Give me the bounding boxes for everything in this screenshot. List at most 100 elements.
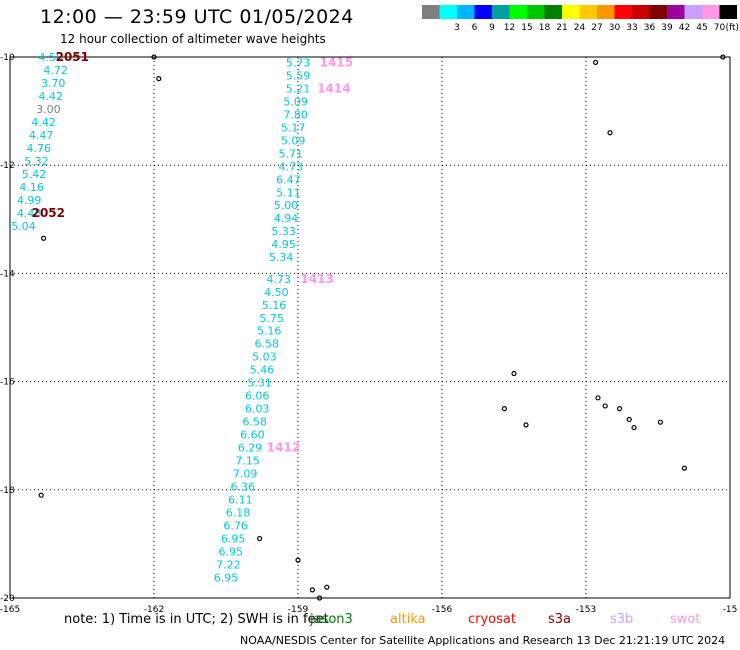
wave-height-label: 5.04: [11, 220, 36, 233]
island-outline: [38, 492, 44, 498]
wave-height-label: 4.48: [17, 207, 42, 220]
satellite-swot: swot: [670, 612, 701, 627]
pass-number-label: 1413: [300, 272, 333, 286]
legend-tick-label: 33: [626, 23, 637, 33]
island-outline: [511, 370, 517, 377]
wave-height-label: 5.09: [281, 134, 306, 147]
wave-height-label: 4.16: [19, 181, 44, 194]
wave-height-label: 4.94: [274, 212, 299, 225]
lon-tick-label: -162: [144, 605, 164, 615]
wave-height-label: 5.11: [276, 186, 301, 199]
wave-height-label: 5.17: [281, 121, 306, 134]
wave-height-label: 7.15: [235, 455, 260, 468]
legend-tick-label: 9: [489, 23, 495, 33]
lon-tick-label: -165: [0, 605, 20, 615]
wave-height-label: 4.99: [17, 194, 42, 207]
island-outline: [631, 424, 637, 431]
legend-unit: (ft): [725, 23, 739, 33]
wave-height-label: 3.70: [41, 77, 66, 90]
legend-swatch: [649, 5, 667, 19]
legend-swatch: [702, 5, 720, 19]
legend-swatch: [597, 5, 615, 19]
wave-height-label: 6.36: [231, 481, 256, 494]
wave-height-label: 5.31: [247, 377, 272, 390]
wave-height-label: 4.73: [279, 160, 304, 173]
map-title: 12:00 — 23:59 UTC 01/05/2024: [40, 6, 354, 28]
wave-height-label: 5.09: [283, 95, 308, 108]
legend-tick-label: 3: [454, 23, 460, 33]
wave-height-label: 6.18: [226, 507, 251, 520]
legend-swatch: [474, 5, 492, 19]
satellite-s3a: s3a: [548, 612, 572, 627]
legend-swatch: [667, 5, 685, 19]
island-outline: [602, 403, 608, 409]
wave-height-label: 3.00: [36, 103, 61, 116]
wave-height-label: 6.95: [219, 545, 244, 558]
island-outline: [592, 59, 599, 66]
wave-height-label: 4.95: [271, 238, 296, 251]
island-outline: [309, 587, 315, 593]
wave-height-label: 6.95: [221, 532, 246, 545]
satellite-altika: altika: [390, 612, 426, 627]
wave-height-label: 7.80: [283, 108, 308, 121]
lon-tick-label: -156: [432, 605, 453, 615]
credit-line: NOAA/NESDIS Center for Satellite Applica…: [240, 634, 726, 647]
wave-height-label: 5.32: [24, 155, 49, 168]
wave-height-label: 4.72: [43, 64, 68, 77]
pass-number-label: 2052: [32, 206, 65, 220]
island-outline: [317, 595, 323, 601]
wave-height-label: 6.60: [240, 429, 265, 442]
wave-height-label: 5.03: [252, 351, 277, 364]
wave-height-label: 5.21: [286, 82, 311, 95]
legend-tick-label: 70: [714, 23, 726, 33]
legend-tick-label: 39: [661, 23, 673, 33]
legend-swatch: [509, 5, 527, 19]
pass-number-label: 1412: [267, 441, 300, 455]
legend-tick-label: 15: [521, 23, 532, 33]
pass-number-label: 1415: [320, 55, 353, 69]
island-outline: [523, 422, 529, 428]
island-outline: [595, 395, 601, 401]
island-outline: [616, 406, 623, 412]
island-outline: [626, 416, 632, 423]
legend-tick-label: 24: [574, 23, 586, 33]
island-outline: [40, 235, 47, 241]
wave-height-label: 5.71: [279, 147, 304, 160]
legend-tick-label: 12: [504, 23, 515, 33]
island-outline: [156, 76, 162, 82]
lat-tick-label: -18: [0, 486, 15, 496]
wave-height-label: 4.58: [39, 51, 64, 64]
legend-swatch: [527, 5, 545, 19]
legend-swatch: [684, 5, 702, 19]
wave-height-label: 5.73: [286, 56, 311, 69]
wave-height-label: 5.34: [269, 251, 294, 264]
wave-height-label: 7.22: [216, 558, 241, 571]
wave-height-label: 6.76: [223, 520, 248, 533]
wave-height-label: 6.06: [245, 390, 270, 403]
map-frame: [9, 56, 731, 599]
footer-note: note: 1) Time is in UTC; 2) SWH is in fe…: [64, 612, 329, 627]
legend-tick-label: 27: [591, 23, 602, 33]
wave-height-label: 5.42: [22, 168, 47, 181]
wave-height-label: 6.29: [238, 442, 263, 455]
wave-height-label: 5.46: [250, 364, 275, 377]
legend-swatch: [492, 5, 510, 19]
island-outline: [607, 130, 613, 136]
lat-tick-label: -20: [0, 594, 15, 604]
wave-height-label: 5.16: [257, 325, 282, 338]
lon-tick-label: -15: [723, 605, 738, 615]
legend-swatch: [439, 5, 457, 19]
island-outline: [151, 54, 157, 60]
wave-height-label: 5.00: [274, 199, 299, 212]
legend-swatch: [544, 5, 562, 19]
legend-tick-label: 18: [539, 23, 551, 33]
wave-height-label: 4.76: [27, 142, 52, 155]
wave-height-label: 6.03: [245, 403, 270, 416]
wave-height-label: 5.16: [262, 299, 287, 312]
wave-height-label: 4.42: [31, 116, 56, 129]
legend-tick-label: 36: [644, 23, 656, 33]
legend-tick-label: 42: [679, 23, 690, 33]
legend-tick-label: 30: [609, 23, 621, 33]
satellite-jason3: jason3: [310, 612, 353, 627]
